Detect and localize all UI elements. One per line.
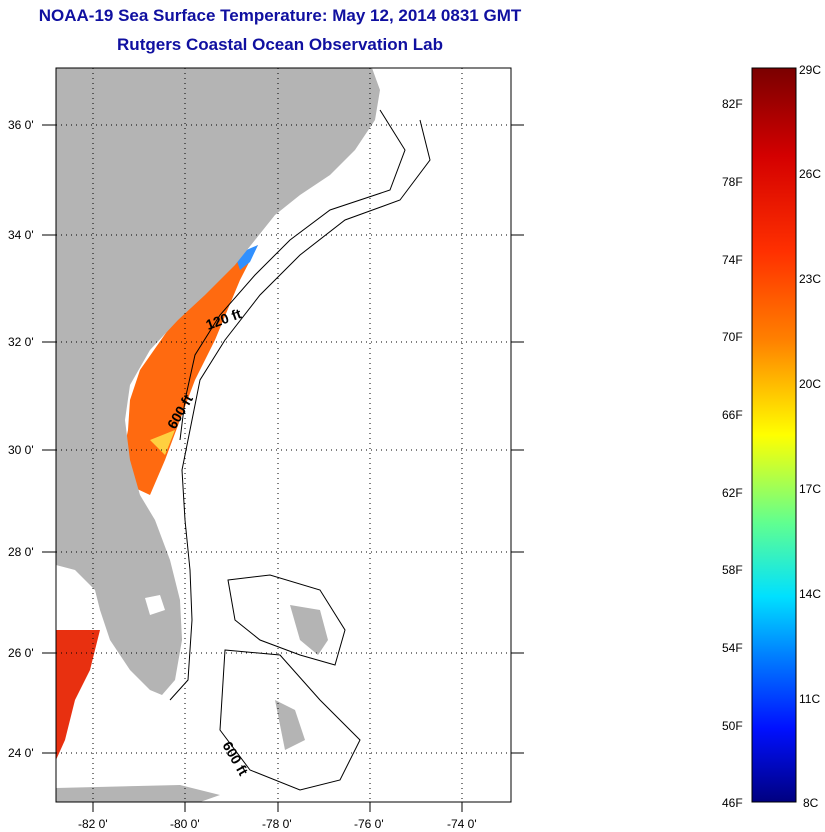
lat-label: 32 0'	[8, 335, 34, 349]
map-subtitle: Rutgers Coastal Ocean Observation Lab	[117, 35, 443, 54]
land-bahamas-andros	[275, 700, 305, 750]
colorbar-f-label: 66F	[722, 408, 743, 422]
lat-label: 30 0'	[8, 443, 34, 457]
lat-label: 36 0'	[8, 118, 34, 132]
contour-great-bahama-bank	[219, 649, 361, 791]
colorbar-f-label: 62F	[722, 486, 743, 500]
land-bahamas-north	[290, 605, 328, 655]
colorbar-f-label: 74F	[722, 253, 743, 267]
colorbar-f-label: 70F	[722, 330, 743, 344]
lon-label: -74 0'	[447, 817, 477, 831]
colorbar-c-label: 26C	[799, 167, 821, 181]
lon-label: -80 0'	[170, 817, 200, 831]
colorbar-f-label: 46F	[722, 796, 743, 810]
sst-warm-patch	[150, 430, 175, 455]
colorbar-f-label: 58F	[722, 563, 743, 577]
contour-120ft	[179, 109, 406, 441]
sst-cool-patch	[235, 245, 258, 270]
land-us-southeast	[56, 68, 380, 695]
colorbar-c-label: 8C	[803, 796, 819, 810]
lon-label: -82 0'	[78, 817, 108, 831]
colorbar-c-label: 11C	[799, 692, 820, 706]
lon-label: -78 0'	[262, 817, 292, 831]
sst-gulf-patch	[56, 630, 100, 760]
lat-tick-marks	[42, 124, 524, 754]
land-cuba	[56, 785, 220, 802]
lat-label: 26 0'	[8, 646, 34, 660]
sst-swath	[118, 245, 258, 495]
grid-lines	[56, 68, 511, 802]
map-border	[55, 67, 512, 803]
colorbar-c-label: 20C	[799, 377, 821, 391]
colorbar-c-label: 29C	[799, 63, 821, 77]
lon-tick-marks	[92, 802, 463, 812]
lat-label: 28 0'	[8, 545, 34, 559]
lon-label: -76 0'	[354, 817, 384, 831]
map-title: NOAA-19 Sea Surface Temperature: May 12,…	[38, 6, 522, 25]
lat-label: 34 0'	[8, 228, 34, 242]
colorbar-c-label: 17C	[799, 482, 821, 496]
colorbar-f-label: 54F	[722, 641, 743, 655]
colorbar-f-label: 78F	[722, 175, 743, 189]
lake-okeechobee	[145, 595, 165, 615]
contour-bahamas-bank	[227, 574, 346, 666]
contour-600ft	[169, 119, 431, 701]
colorbar-f-label: 82F	[722, 97, 743, 111]
colorbar	[751, 67, 797, 803]
colorbar-f-label: 50F	[722, 719, 743, 733]
colorbar-c-label: 14C	[799, 587, 821, 601]
lat-label: 24 0'	[8, 746, 34, 760]
colorbar-c-label: 23C	[799, 272, 821, 286]
